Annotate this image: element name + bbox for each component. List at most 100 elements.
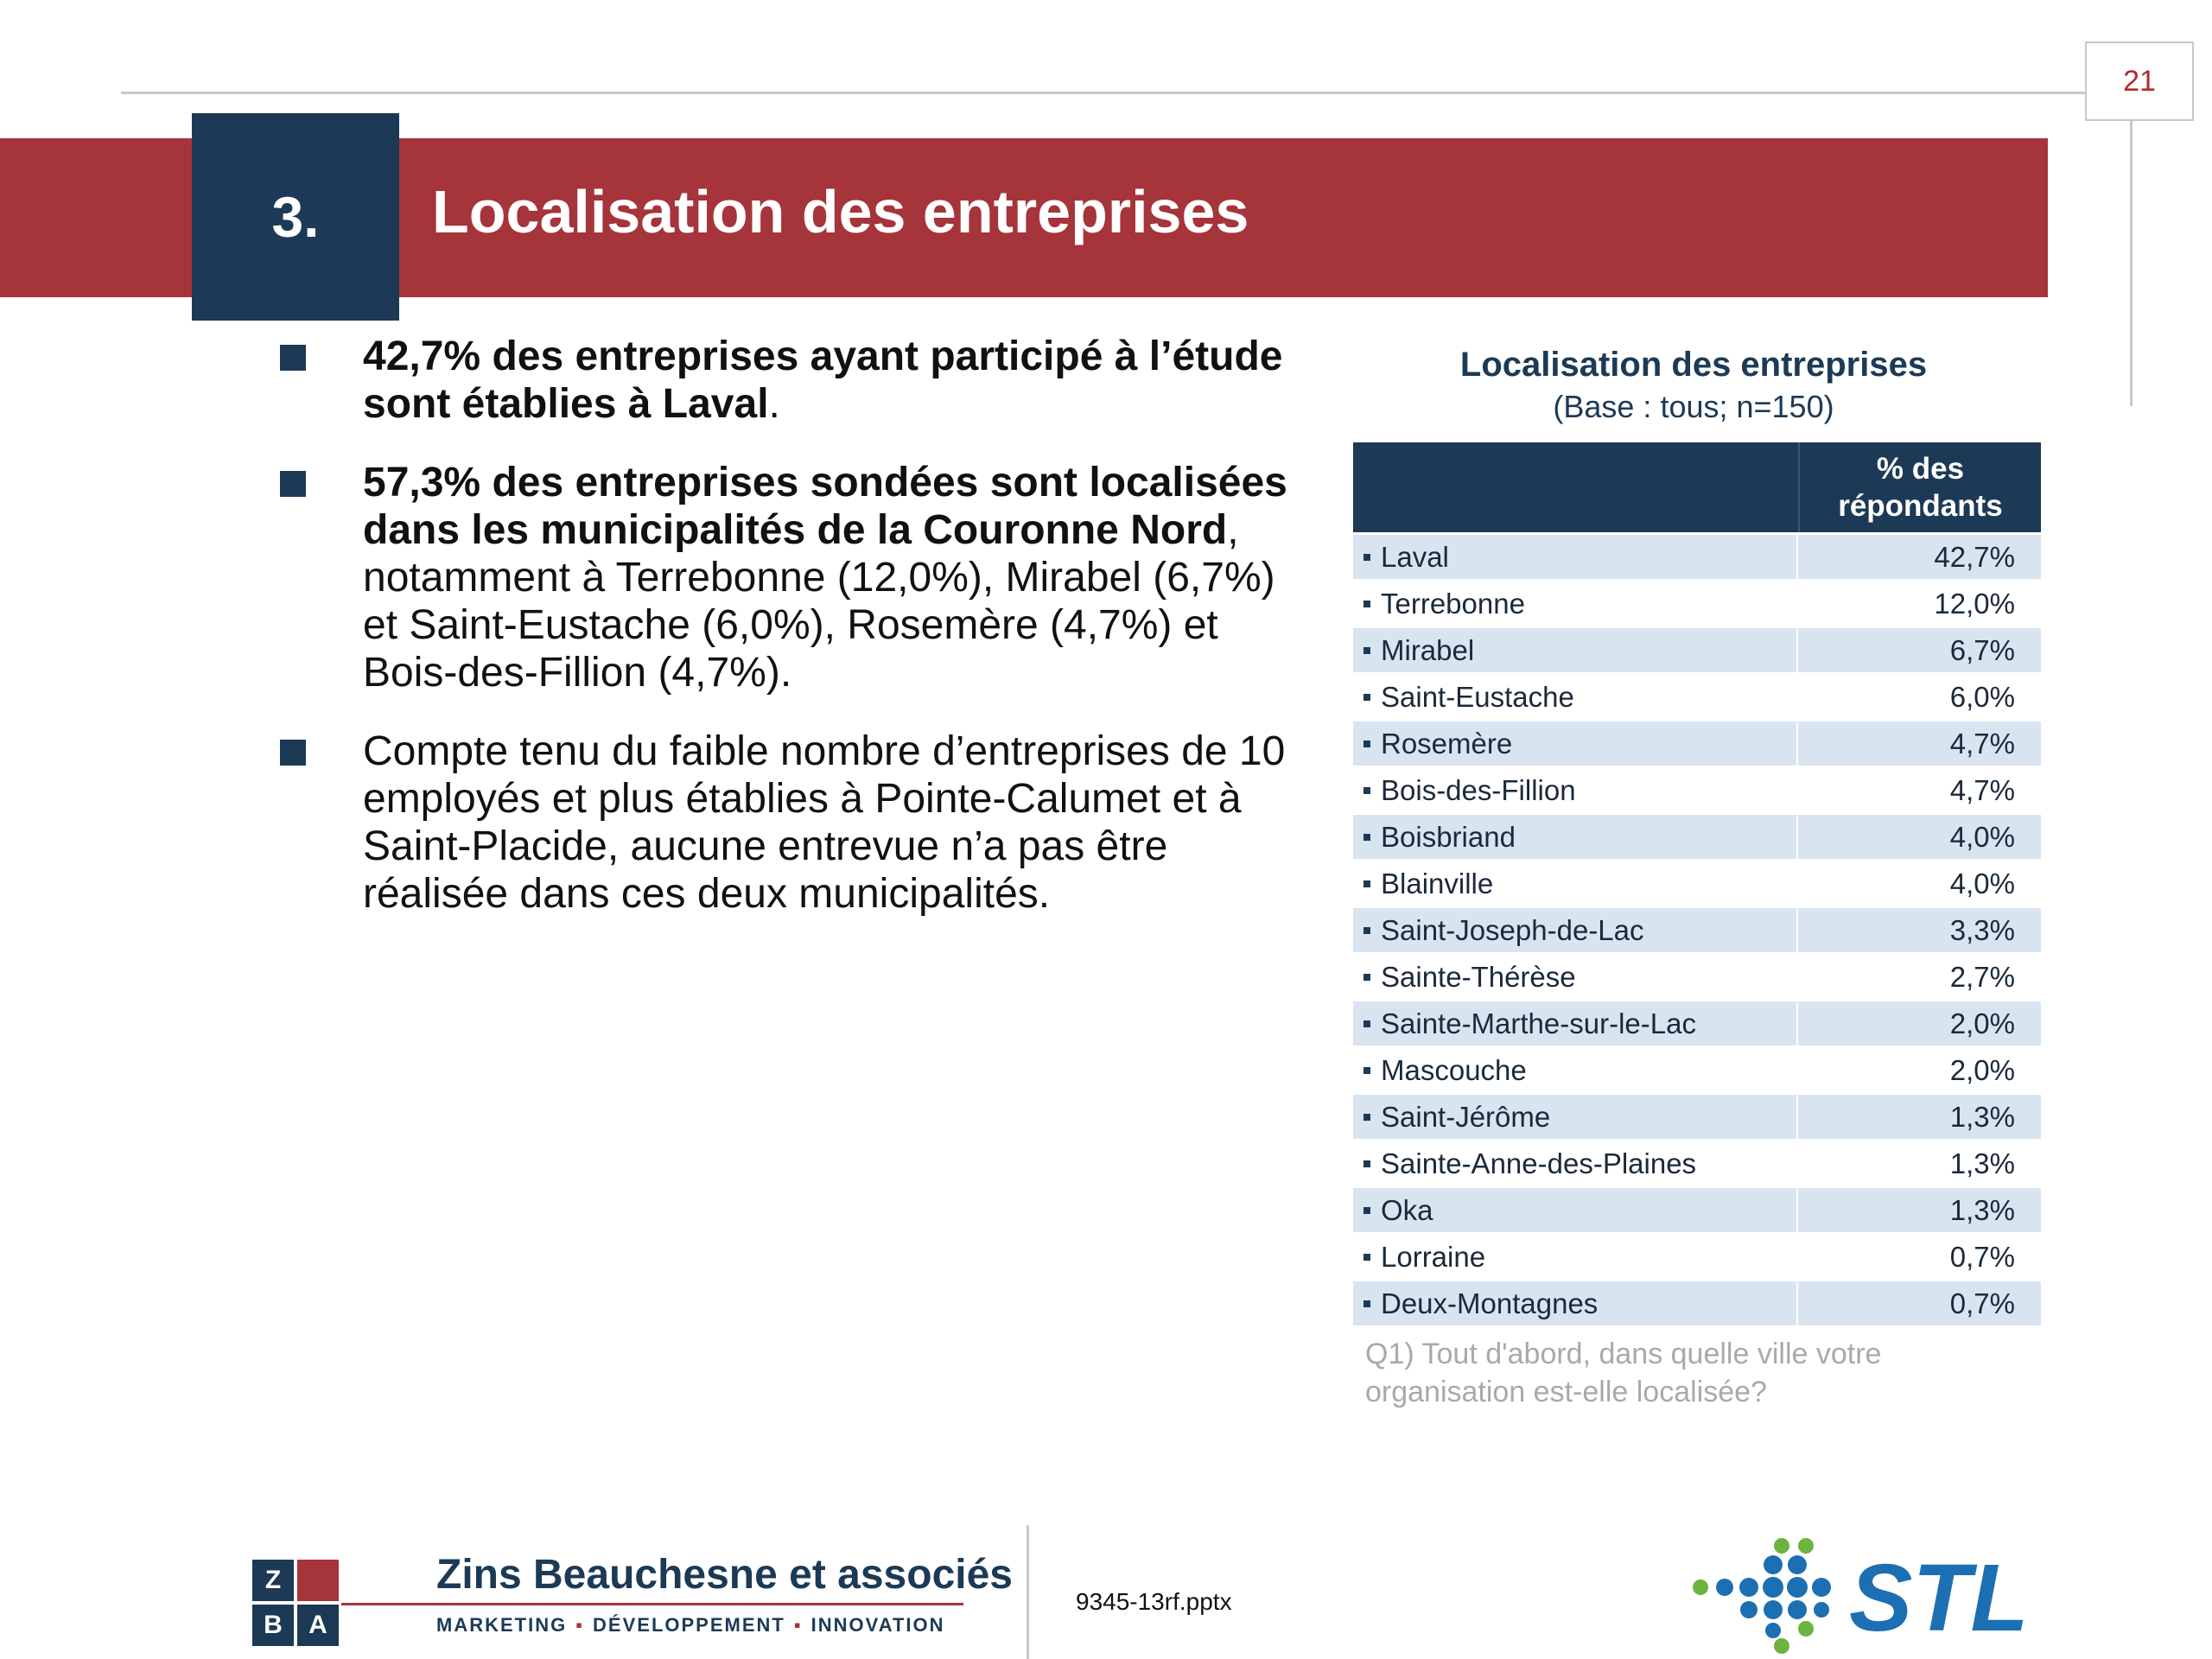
table-row: Saint-Eustache 6,0% [1353,675,2041,719]
table-subtitle: (Base : tous; n=150) [1553,389,1834,424]
row-label: Sainte-Thérèse [1381,960,1576,993]
section-number: 3. [192,113,399,321]
table-row: Oka 1,3% [1353,1188,2041,1232]
row-label-cell: Deux-Montagnes [1353,1281,1798,1325]
table-row: Sainte-Marthe-sur-le-Lac 2,0% [1353,1001,2041,1046]
row-value: 4,7% [1949,773,2015,806]
row-bullet-icon [1363,1300,1370,1307]
row-label-cell: Sainte-Thérèse [1353,955,1798,999]
row-label-cell: Sainte-Anne-des-Plaines [1353,1141,1798,1185]
row-bullet-icon [1363,926,1370,934]
row-value: 12,0% [1934,587,2015,620]
location-table: % des répondants Laval 42,7% Terrebonne 12,… [1353,442,2041,1325]
row-value: 0,7% [1949,1287,2015,1319]
row-label-cell: Boisbriand [1353,815,1798,859]
row-bullet-icon [1363,1160,1370,1167]
row-bullet-icon [1363,833,1370,841]
row-label: Terrebonne [1381,587,1525,620]
row-label-cell: Rosemère [1353,721,1798,766]
row-value: 6,0% [1949,680,2015,713]
row-label: Lorraine [1381,1240,1486,1273]
table-title: Localisation des entreprises [1459,346,1928,384]
row-label: Sainte-Marthe-sur-le-Lac [1381,1007,1696,1039]
row-label: Saint-Eustache [1381,680,1574,713]
row-bullet-icon [1363,1253,1370,1261]
stl-logo-dots-icon [1693,1538,1831,1654]
row-value: 2,7% [1949,960,2015,993]
row-label: Saint-Jérôme [1381,1100,1551,1133]
bullet-text: Compte tenu du faible nombre d’entrepris… [363,728,1286,917]
row-label: Saint-Joseph-de-Lac [1381,913,1644,946]
row-value: 0,7% [1949,1240,2015,1273]
row-value: 4,0% [1949,820,2015,853]
file-name: 9345-13rf.pptx [1076,1588,1232,1615]
row-bullet-icon [1363,1113,1370,1121]
row-label-cell: Mirabel [1353,628,1798,672]
company-tagline: MARKETING ▪ DÉVELOPPEMENT ▪ INNOVATION [436,1614,945,1636]
page-number-rule [2130,121,2133,406]
row-label: Blainville [1381,867,1494,899]
question-note: Q1) Tout d'abord, dans quelle ville votr… [1365,1338,1882,1408]
row-label: Laval [1381,540,1449,573]
row-label-cell: Bois-des-Fillion [1353,768,1798,812]
row-bullet-icon [1363,880,1370,887]
row-bullet-icon [1363,1066,1370,1074]
row-label: Sainte-Anne-des-Plaines [1381,1147,1697,1179]
row-label: Boisbriand [1381,820,1516,853]
zba-logo-tile: A [297,1605,339,1646]
table-row: Boisbriand 4,0% [1353,815,2041,859]
row-label-cell: Mascouche [1353,1048,1798,1092]
table-row: Sainte-Thérèse 2,7% [1353,955,2041,999]
row-label-cell: Oka [1353,1188,1798,1232]
row-label-cell: Saint-Jérôme [1353,1095,1798,1139]
row-bullet-icon [1363,973,1370,981]
bullet-marker [280,471,306,497]
company-rule [341,1603,963,1605]
header-rule [121,92,2091,94]
row-value: 3,3% [1949,913,2015,946]
bullet-item: Compte tenu du faible nombre d’entrepris… [276,728,1296,918]
footer-divider [1027,1525,1029,1659]
row-value: 4,0% [1949,867,2015,899]
row-label-cell: Blainville [1353,861,1798,906]
table-header: % des répondants [1353,442,2041,532]
row-bullet-icon [1363,1020,1370,1027]
row-label: Bois-des-Fillion [1381,773,1576,806]
page-number: 21 [2085,41,2194,121]
bullet-item: 42,7% des entreprises ayant participé à … [276,333,1296,428]
table-row: Mascouche 2,0% [1353,1048,2041,1092]
bullet-marker [280,345,306,371]
row-value: 4,7% [1949,727,2015,760]
table-row: Terrebonne 12,0% [1353,582,2041,626]
row-value: 6,7% [1949,633,2015,666]
row-label: Deux-Montagnes [1381,1287,1599,1319]
zba-logo-tile: Z [252,1560,294,1601]
bullet-text: . [768,381,780,427]
bullet-marker [280,740,306,766]
table-row: Lorraine 0,7% [1353,1235,2041,1279]
tagline-item: MARKETING [436,1614,568,1636]
table-header-blank [1353,442,1800,532]
bullet-bold-text: 57,3% des entreprises sondées sont local… [363,460,1287,553]
row-bullet-icon [1363,740,1370,747]
row-bullet-icon [1363,600,1370,607]
table-row: Saint-Jérôme 1,3% [1353,1095,2041,1139]
stl-logo-text: STL [1849,1545,2029,1651]
row-value: 2,0% [1949,1007,2015,1039]
row-bullet-icon [1363,553,1370,561]
row-value: 1,3% [1949,1193,2015,1226]
row-label: Oka [1381,1193,1433,1226]
table-row: Blainville 4,0% [1353,861,2041,906]
company-name: Zins Beauchesne et associés [436,1552,1013,1598]
zba-logo-tile [297,1560,339,1601]
row-label-cell: Terrebonne [1353,582,1798,626]
row-label: Mirabel [1381,633,1475,666]
row-value: 2,0% [1949,1053,2015,1086]
row-bullet-icon [1363,646,1370,654]
table-body: Laval 42,7% Terrebonne 12,0% Mirabel 6,7% Sain… [1353,535,2041,1325]
row-label-cell: Lorraine [1353,1235,1798,1279]
row-label-cell: Saint-Eustache [1353,675,1798,719]
bullet-item: 57,3% des entreprises sondées sont local… [276,459,1296,696]
table-row: Mirabel 6,7% [1353,628,2041,672]
section-title: Localisation des entreprises [432,178,1249,245]
